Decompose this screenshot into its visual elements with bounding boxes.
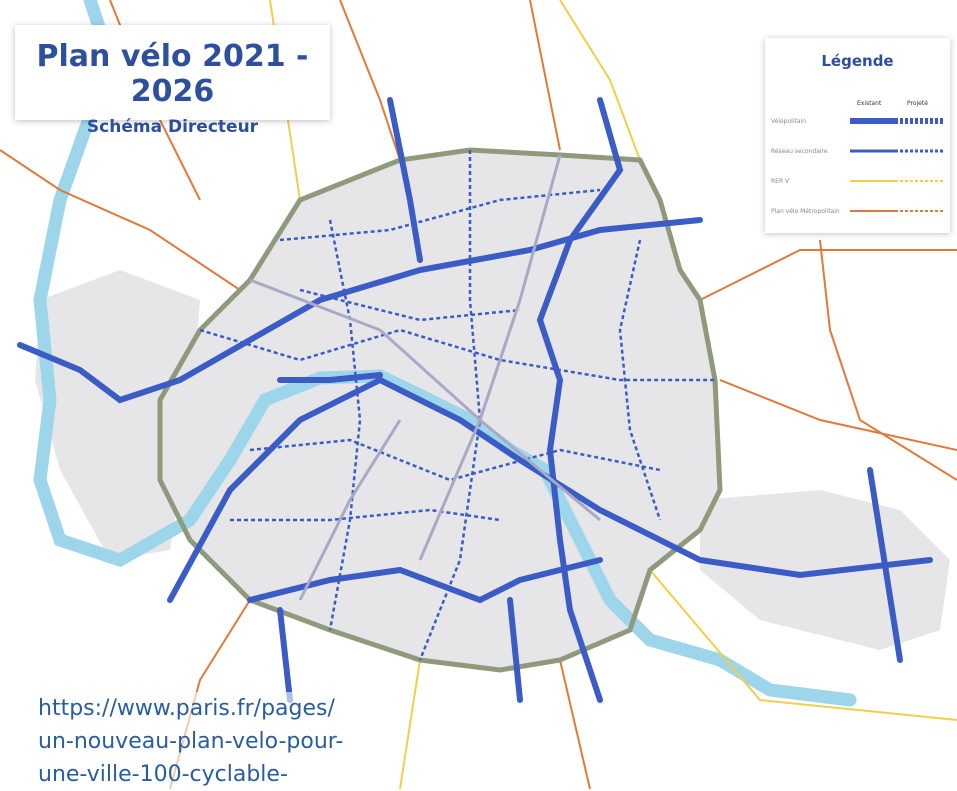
legend: Légende Existant Projeté Vélopolitain Ré… [765,38,950,233]
caption-line: https://www.paris.fr/pages/ [38,692,343,725]
legend-swatches [765,38,950,233]
caption-line: une-ville-100-cyclable- [38,758,343,791]
map-subtitle: Schéma Directeur [15,117,330,137]
page: Plan vélo 2021 - 2026 Schéma Directeur L… [0,0,957,789]
caption-line: un-nouveau-plan-velo-pour- [38,725,343,758]
map-title: Plan vélo 2021 - 2026 [15,39,330,109]
source-caption: https://www.paris.fr/pages/ un-nouveau-p… [38,692,343,791]
title-box: Plan vélo 2021 - 2026 Schéma Directeur [15,25,330,120]
